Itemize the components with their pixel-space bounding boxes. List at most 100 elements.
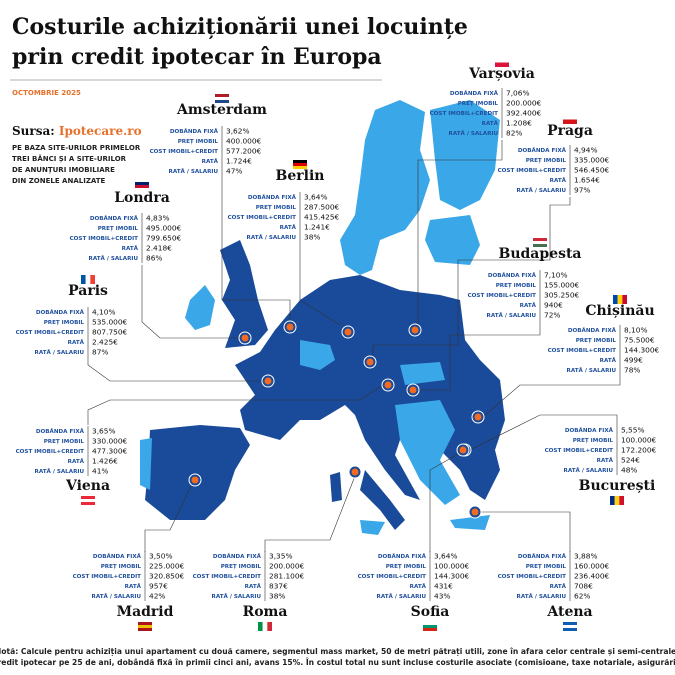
flag-stripe (90, 275, 95, 284)
row-value: 431€ (434, 582, 453, 591)
row-label: PREȚ IMOBIL (573, 438, 614, 444)
city-block: DOBÂNDA FIXĂ 3,88% PREȚ IMOBIL 160.000€ COST… (468, 505, 610, 631)
flag-stripe (258, 622, 263, 631)
connector (141, 265, 240, 339)
row-value: 2.418€ (146, 244, 172, 253)
city-dot (471, 508, 479, 516)
city-dot (286, 323, 294, 331)
row-value: 62% (574, 592, 590, 601)
source-text: PE BAZA SITE-URILOR PRIMELOR (12, 144, 141, 152)
row-value: 708€ (574, 582, 593, 591)
map (140, 100, 505, 535)
row-label: COST IMOBIL+CREDIT (150, 149, 219, 155)
city-block: DOBÂNDA FIXĂ 3,35% PREȚ IMOBIL 200.000€ COST… (193, 465, 362, 631)
city-block: DOBÂNDA FIXĂ 4,10% PREȚ IMOBIL 535.000€ COST… (16, 275, 275, 388)
city-dot (384, 381, 392, 389)
city-name: Amsterdam (176, 102, 267, 118)
row-label: DOBÂNDA FIXĂ (90, 215, 139, 222)
row-value: 43% (434, 592, 450, 601)
row-value: 3,50% (149, 552, 172, 561)
row-label: RATĂ / SALARIU (567, 367, 617, 374)
row-label: RATĂ / SALARIU (247, 234, 297, 241)
flag-stripe (135, 188, 149, 191)
row-label: COST IMOBIL+CREDIT (16, 330, 85, 336)
row-value: 225.000€ (149, 562, 185, 571)
city-name: Londra (114, 190, 170, 206)
row-label: DOBÂNDA FIXĂ (565, 427, 614, 434)
row-label: RATĂ (520, 302, 537, 309)
row-value: 47% (226, 167, 242, 176)
city-dot (409, 386, 417, 394)
row-value: 172.200€ (621, 446, 657, 455)
flag-stripe (262, 622, 268, 631)
flag-stripe (614, 496, 620, 505)
source-text: DE ANUNȚURI IMOBILIARE (12, 166, 115, 175)
source-text: DIN ZONELE ANALIZATE (12, 177, 106, 185)
row-value: 1.654€ (574, 176, 600, 185)
row-label: RATĂ (245, 583, 262, 590)
city-block: DOBÂNDA FIXĂ 3,64% PREȚ IMOBIL 287.500€ COST… (228, 160, 355, 339)
flag-stripe (622, 295, 627, 304)
row-label: PREȚ IMOBIL (98, 226, 139, 232)
finland (430, 100, 500, 210)
city-dot (366, 358, 374, 366)
flag-stripe (293, 166, 307, 169)
row-value: 940€ (544, 301, 563, 310)
row-label: RATĂ / SALARIU (89, 255, 139, 262)
flag-stripe (533, 238, 547, 241)
row-label: RATĂ / SALARIU (35, 468, 85, 475)
row-label: DOBÂNDA FIXĂ (248, 194, 297, 201)
flag-stripe (563, 115, 577, 120)
connector (264, 475, 356, 552)
flag-stripe (81, 496, 95, 499)
source-text: TREI BĂNCI ȘI A SITE-URILOR (12, 154, 127, 163)
city-dot (351, 468, 359, 476)
row-label: RATĂ (410, 583, 427, 590)
row-value: 499€ (624, 356, 643, 365)
row-label: DOBÂNDA FIXĂ (36, 309, 85, 316)
connector (482, 375, 621, 418)
city-block: DOBÂNDA FIXĂ 4,83% PREȚ IMOBIL 495.000€ COST… (70, 182, 252, 345)
row-value: 546.450€ (574, 166, 610, 175)
flag-stripe (619, 496, 624, 505)
row-value: 144.300€ (624, 346, 660, 355)
row-label: DOBÂNDA FIXĂ (213, 553, 262, 560)
row-value: 1.426€ (92, 457, 118, 466)
connector (418, 320, 541, 391)
city-name: Madrid (117, 604, 174, 620)
city-name: Chișinău (585, 303, 654, 319)
connector (87, 357, 263, 382)
row-value: 400.000€ (226, 137, 262, 146)
row-label: RATĂ / SALARIU (92, 593, 142, 600)
row-label: RATĂ / SALARIU (564, 467, 614, 474)
source-label: Sursa: (12, 124, 59, 138)
flag-stripe (81, 499, 95, 502)
row-label: COST IMOBIL+CREDIT (430, 111, 499, 117)
flag-stripe (423, 625, 437, 628)
row-value: 3,65% (92, 427, 115, 436)
row-value: 524€ (621, 456, 640, 465)
row-value: 8,10% (624, 326, 647, 335)
row-label: RATĂ (482, 120, 499, 127)
row-value: 5,55% (621, 426, 644, 435)
iberia (145, 425, 250, 520)
row-label: RATĂ / SALARIU (517, 187, 567, 194)
row-label: RATĂ / SALARIU (449, 130, 499, 137)
row-value: 287.500€ (304, 203, 340, 212)
row-label: DOBÂNDA FIXĂ (488, 272, 537, 279)
row-value: 200.000€ (269, 562, 305, 571)
connector (221, 176, 291, 322)
flag-stripe (215, 94, 229, 97)
city-dot (241, 334, 249, 342)
row-value: 415.425€ (304, 213, 340, 222)
portugal (140, 438, 152, 490)
row-value: 144.300€ (434, 572, 470, 581)
row-value: 3,62% (226, 127, 249, 136)
row-value: 3,35% (269, 552, 292, 561)
row-value: 42% (149, 592, 165, 601)
row-label: RATĂ (597, 457, 614, 464)
row-label: DOBÂNDA FIXĂ (518, 553, 567, 560)
baltics (425, 215, 480, 265)
row-value: 100.000€ (621, 436, 657, 445)
row-value: 330.000€ (92, 437, 128, 446)
